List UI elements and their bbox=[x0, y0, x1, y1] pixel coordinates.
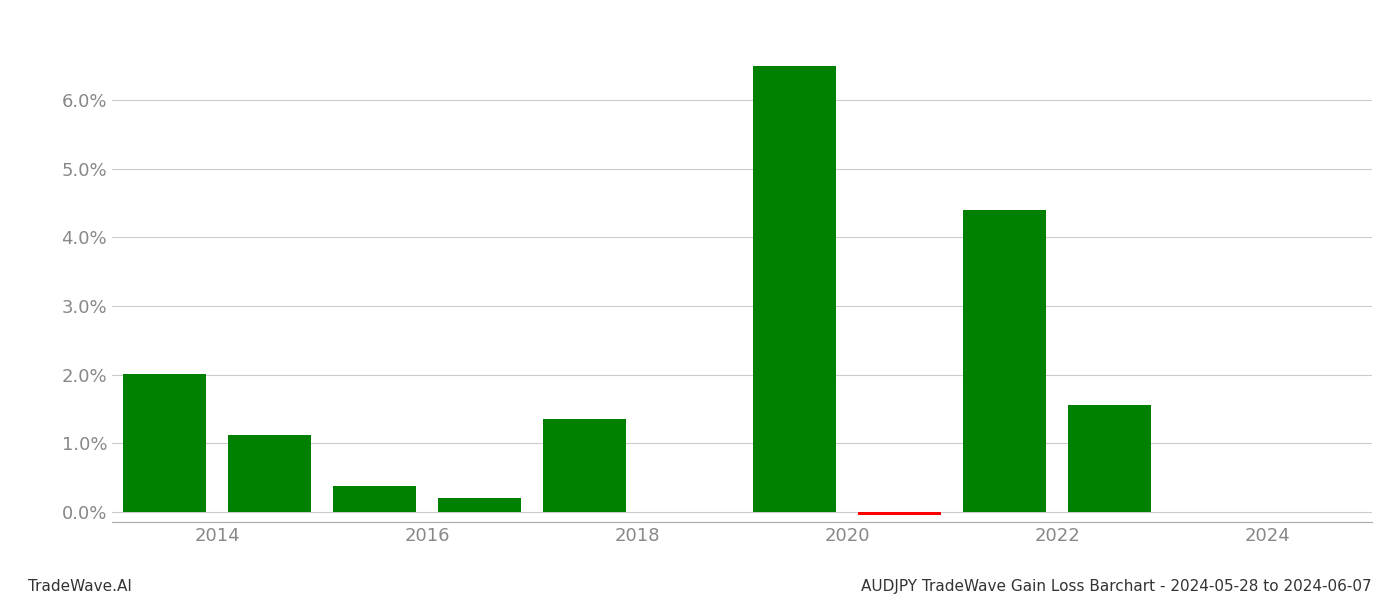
Bar bbox=[963, 210, 1046, 512]
Bar bbox=[753, 66, 836, 512]
Bar bbox=[333, 485, 416, 512]
Text: TradeWave.AI: TradeWave.AI bbox=[28, 579, 132, 594]
Bar bbox=[543, 419, 626, 512]
Bar bbox=[1067, 406, 1151, 512]
Text: AUDJPY TradeWave Gain Loss Barchart - 2024-05-28 to 2024-06-07: AUDJPY TradeWave Gain Loss Barchart - 20… bbox=[861, 579, 1372, 594]
Bar bbox=[227, 435, 311, 512]
Bar bbox=[123, 374, 206, 512]
Bar bbox=[857, 512, 941, 515]
Bar bbox=[437, 498, 521, 512]
